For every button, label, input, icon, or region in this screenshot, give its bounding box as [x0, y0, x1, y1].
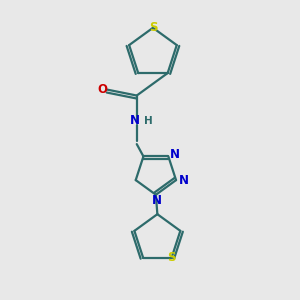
Text: N: N [129, 114, 140, 127]
Text: N: N [170, 148, 180, 160]
Text: O: O [97, 83, 107, 96]
Text: S: S [149, 21, 157, 34]
Text: N: N [152, 194, 162, 207]
Text: H: H [144, 116, 152, 126]
Text: S: S [167, 251, 176, 264]
Text: N: N [179, 174, 189, 187]
